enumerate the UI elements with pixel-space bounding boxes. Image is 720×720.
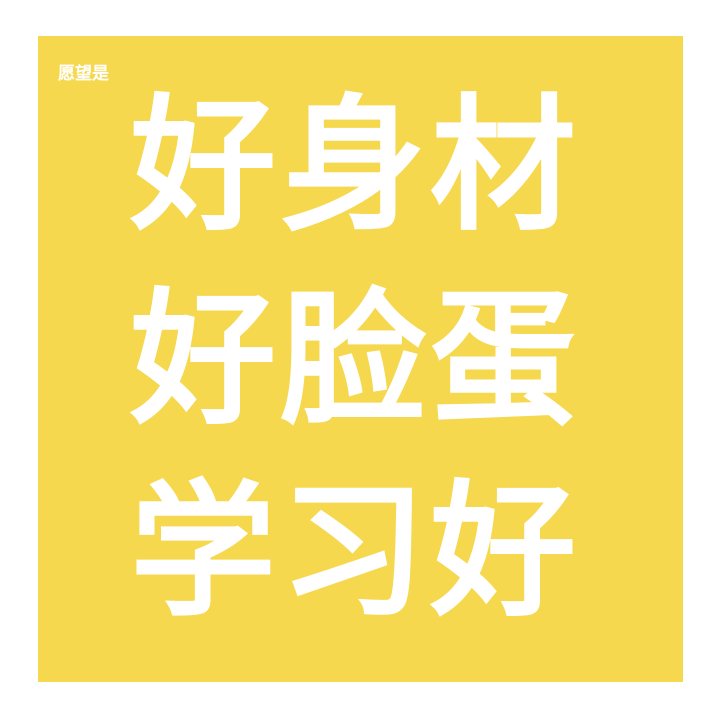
wish-card: 愿望是 好身材 好脸蛋 学习好 — [38, 36, 683, 682]
wish-line-3: 学习好 — [130, 467, 580, 637]
wish-line-1: 好身材 — [130, 81, 580, 251]
wish-prefix: 愿望是 — [58, 64, 109, 84]
wish-line-2: 好脸蛋 — [130, 275, 580, 445]
